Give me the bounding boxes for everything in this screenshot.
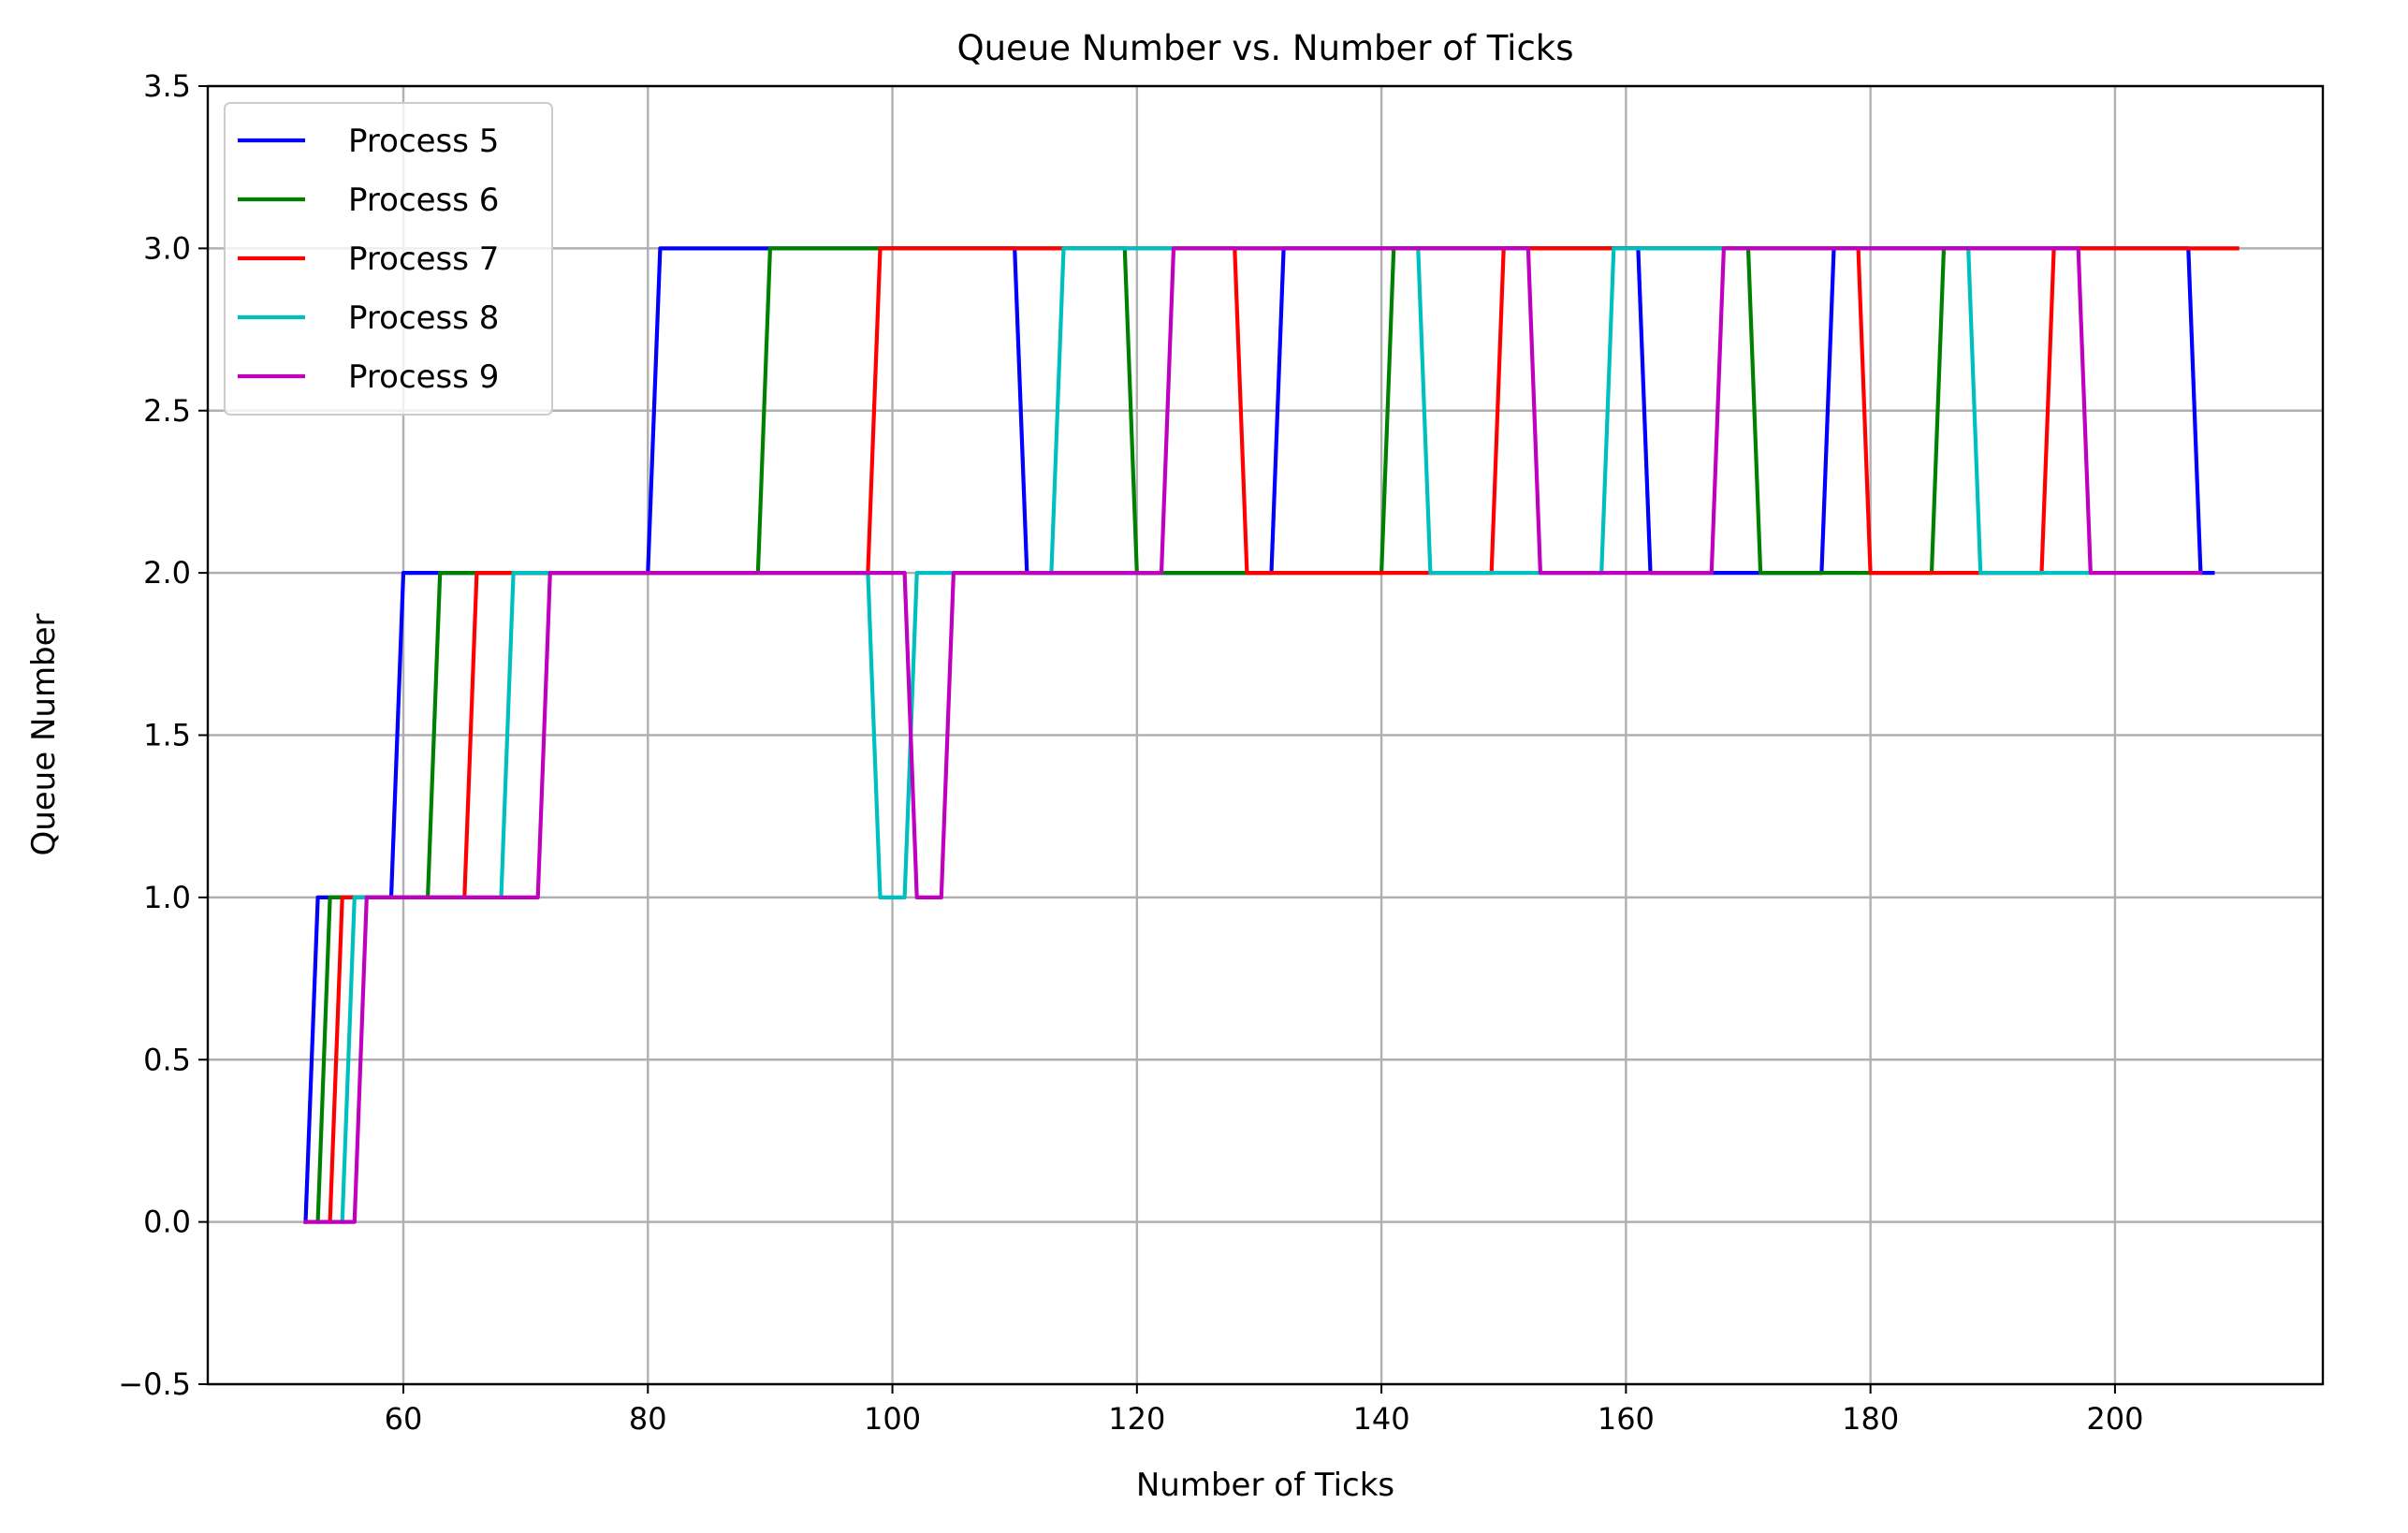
x-tick-label: 60: [385, 1401, 423, 1437]
x-tick-label: 180: [1842, 1401, 1899, 1437]
legend: Process 5 Process 6 Process 7 Process 8 Proc…: [224, 102, 553, 416]
y-tick-label: 2.5: [143, 393, 191, 429]
legend-label: Process 7: [348, 241, 499, 278]
y-tick-label: 2.0: [143, 555, 191, 591]
legend-label: Process 5: [348, 123, 499, 160]
series-lines: [303, 246, 2240, 1224]
y-tick-label: 1.5: [143, 718, 191, 753]
x-axis-label: Number of Ticks: [1136, 1467, 1394, 1504]
y-tick-label: −0.5: [118, 1366, 191, 1402]
x-tick-label: 160: [1598, 1401, 1655, 1437]
y-tick-label: 3.5: [143, 68, 191, 104]
chart-title: Queue Number vs. Number of Ticks: [956, 28, 1573, 68]
x-tick-label: 140: [1353, 1401, 1410, 1437]
y-tick-label: 3.0: [143, 230, 191, 266]
x-tick-label: 100: [864, 1401, 921, 1437]
y-tick-label: 0.5: [143, 1042, 191, 1077]
plot-area-frame: [206, 84, 2325, 1386]
legend-label: Process 8: [348, 299, 499, 337]
x-tick-label: 120: [1108, 1401, 1165, 1437]
y-tick-label: 0.0: [143, 1204, 191, 1240]
series-line-5: [303, 246, 2203, 1224]
legend-box: [224, 102, 553, 416]
y-tick-label: 1.0: [143, 880, 191, 915]
axis-ticks: 60 80 100 120 140 160 180 200 −0.5 0.0 0.5 1.0 1.5 2.…: [118, 68, 2143, 1437]
y-axis-label: Queue Number: [25, 613, 63, 855]
x-tick-label: 80: [629, 1401, 667, 1437]
legend-label: Process 6: [348, 182, 499, 219]
legend-label: Process 9: [348, 358, 499, 396]
x-tick-label: 200: [2086, 1401, 2143, 1437]
